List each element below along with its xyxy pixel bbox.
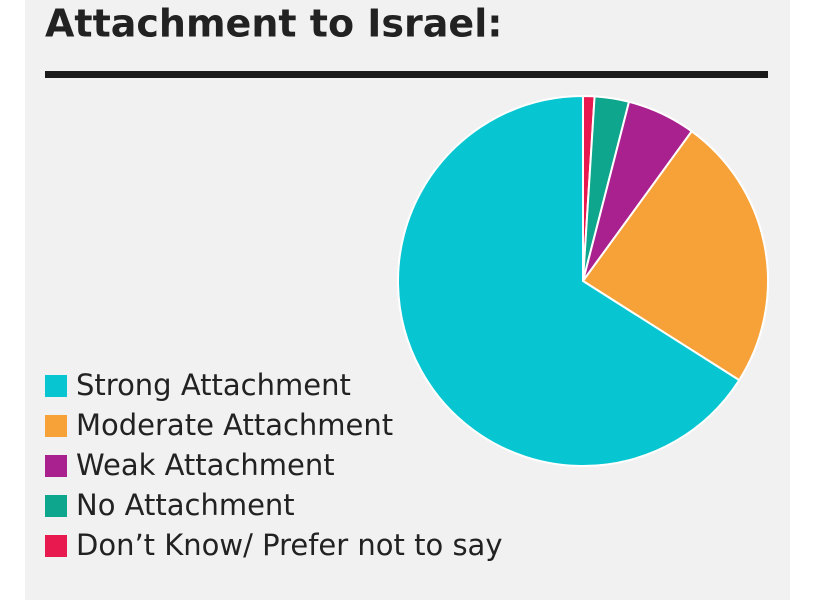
legend-swatch bbox=[45, 495, 67, 517]
pie-slice bbox=[581, 129, 769, 382]
legend-label: Moderate Attachment bbox=[76, 408, 393, 442]
legend-swatch bbox=[45, 375, 67, 397]
legend-label: Weak Attachment bbox=[76, 448, 335, 482]
chart-title: Attachment to Israel: bbox=[45, 2, 502, 46]
legend-swatch bbox=[45, 535, 67, 557]
legend-label: Strong Attachment bbox=[76, 368, 351, 402]
title-rule bbox=[45, 71, 768, 78]
legend-swatch bbox=[45, 455, 67, 477]
legend-swatch bbox=[45, 415, 67, 437]
legend-label: Don’t Know/ Prefer not to say bbox=[76, 528, 503, 562]
pie-slice bbox=[397, 94, 741, 467]
legend-label: No Attachment bbox=[76, 488, 295, 522]
